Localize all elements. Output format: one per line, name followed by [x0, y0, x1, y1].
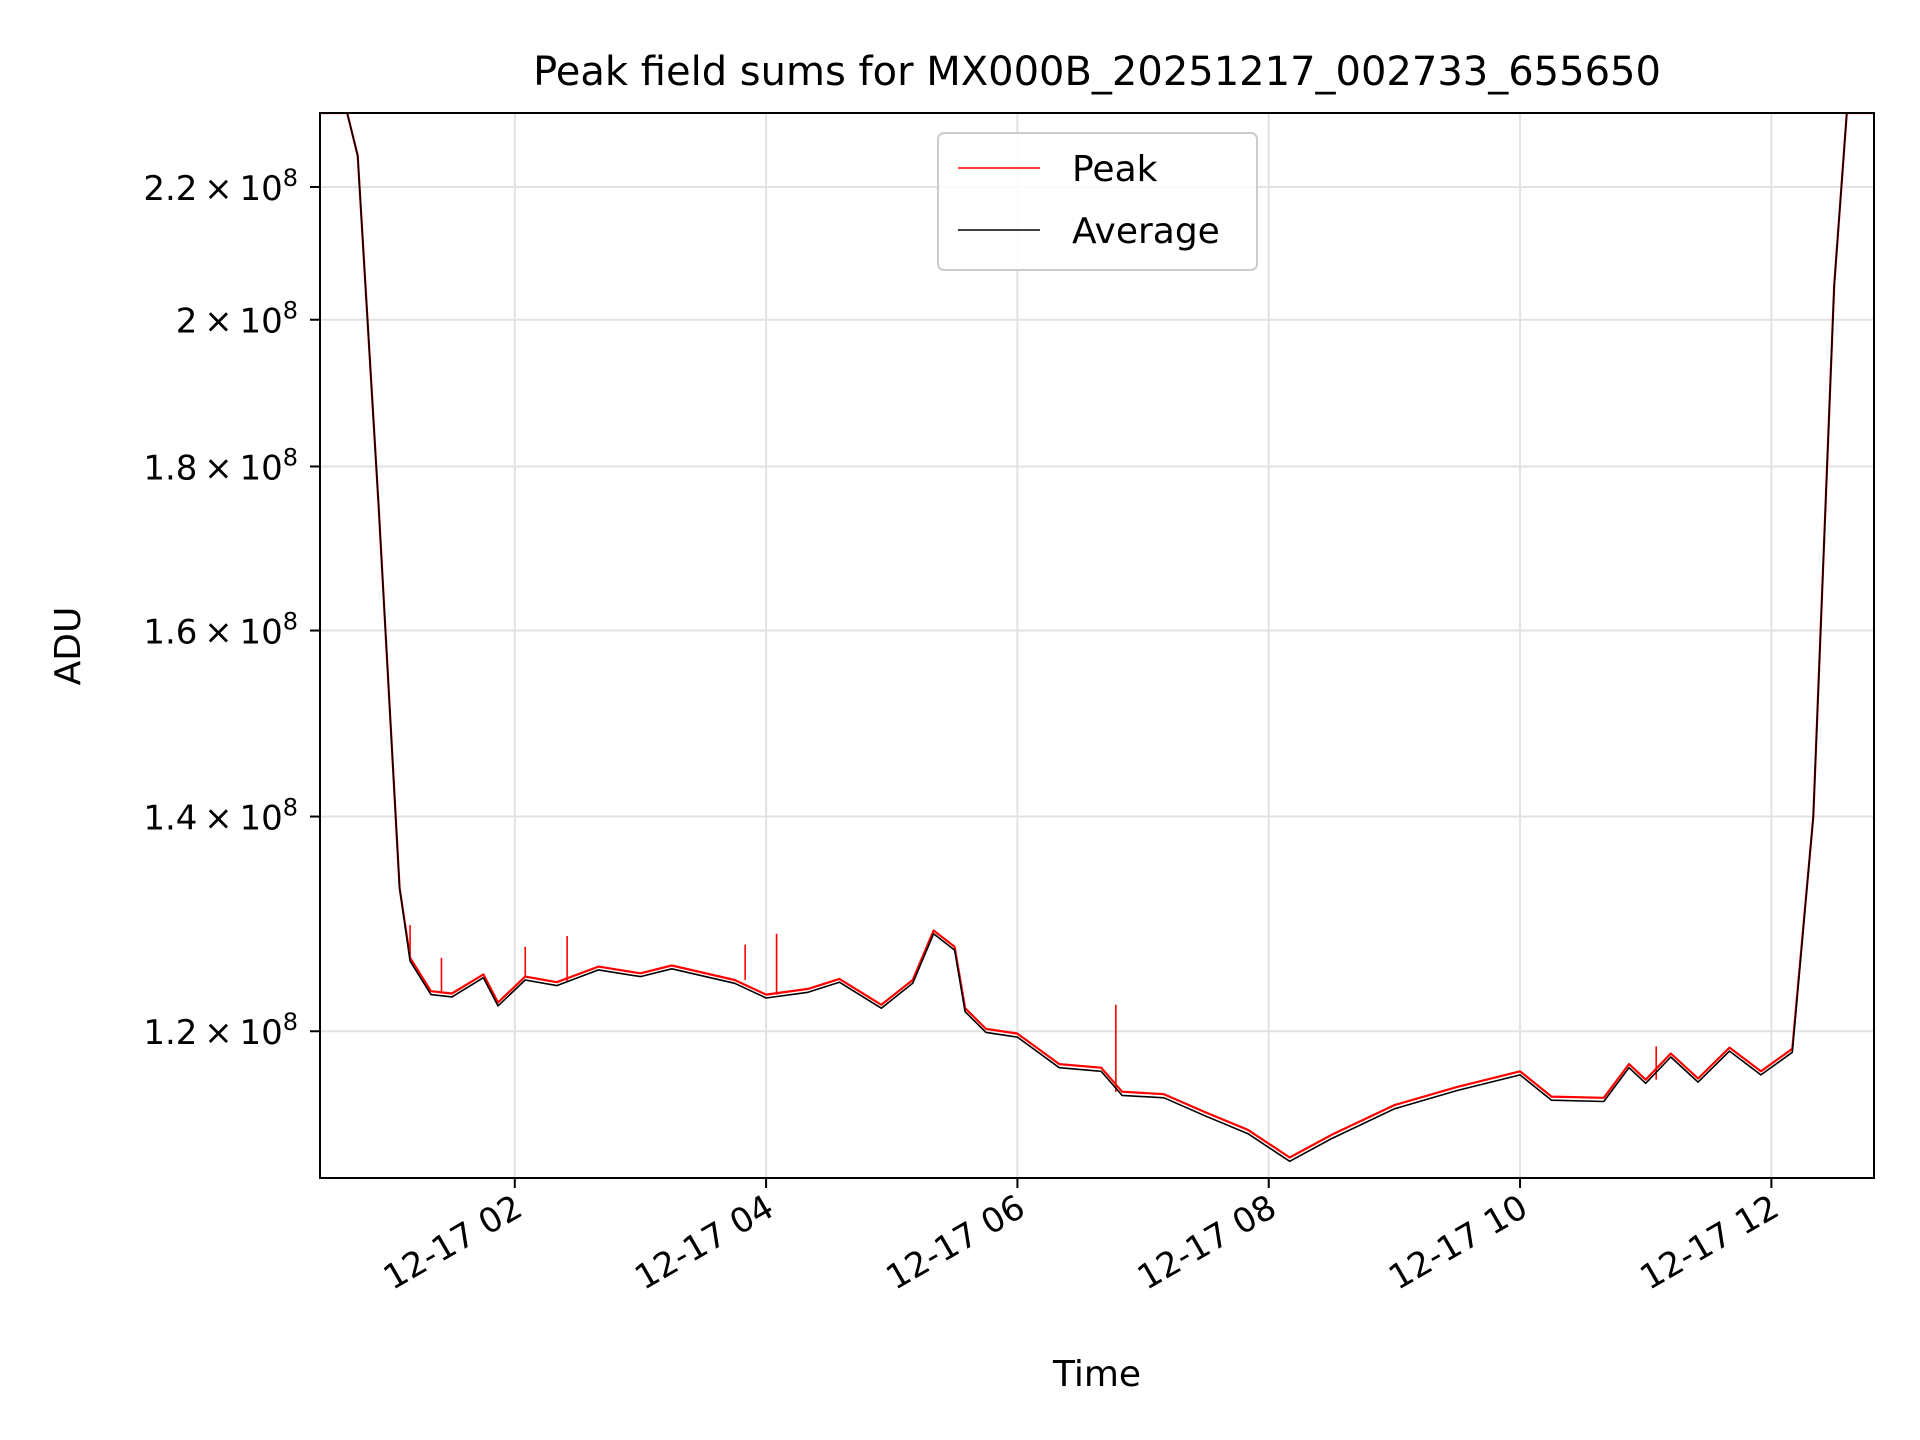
legend-label-average: Average: [1072, 211, 1220, 252]
y-tick-label: 2.2 × 108: [143, 164, 298, 209]
chart-title: Peak field sums for MX000B_20251217_0027…: [533, 49, 1661, 95]
plot-frame: [319, 112, 1875, 1179]
y-tick-label: 1.6 × 108: [143, 608, 298, 653]
x-axis-label: Time: [1052, 1354, 1141, 1395]
y-tick-label: 1.8 × 108: [143, 443, 298, 488]
y-tick-label: 1.4 × 108: [143, 794, 298, 839]
series-line-peak: [320, 113, 1874, 1159]
legend-label-peak: Peak: [1072, 149, 1158, 190]
grid-layer: [320, 113, 1874, 1178]
y-tick-label: 1.2 × 108: [143, 1008, 298, 1053]
series-line-average: [320, 113, 1874, 1163]
series-layer: [320, 113, 1874, 1163]
y-axis-label: ADU: [48, 607, 89, 686]
y-tick-label: 2 × 108: [176, 297, 298, 342]
legend: Peak Average: [937, 132, 1258, 271]
